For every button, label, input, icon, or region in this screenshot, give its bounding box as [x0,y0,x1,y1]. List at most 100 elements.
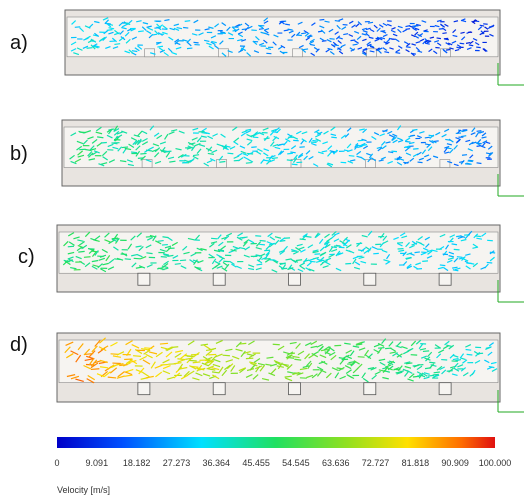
velocity-vector [427,351,433,358]
velocity-vector [206,159,213,164]
velocity-vector [255,36,260,41]
velocity-vector [243,254,250,258]
velocity-vector [258,27,264,30]
velocity-vector [308,268,315,272]
velocity-vector [145,375,154,379]
velocity-vector [349,47,355,51]
velocity-vector [382,376,389,380]
velocity-vector [396,137,403,141]
velocity-vector [67,251,75,255]
velocity-vector [328,28,334,33]
velocity-vector [74,158,82,163]
velocity-vector [371,136,377,141]
velocity-vector [107,376,117,379]
velocity-vector [246,140,253,146]
velocity-vector [259,243,265,246]
velocity-vector [330,126,336,131]
velocity-vector [233,247,241,251]
velocity-vector [88,23,94,29]
velocity-vector [127,19,133,25]
velocity-vector [444,145,450,149]
velocity-vector [91,345,98,353]
velocity-vector [328,346,335,352]
velocity-vector [257,362,265,366]
velocity-vector [481,136,487,139]
velocity-vector [382,22,388,27]
velocity-vector [388,341,394,347]
velocity-vector [453,367,460,372]
velocity-vector [257,148,263,153]
velocity-vector [147,27,154,31]
velocity-vector [233,137,240,143]
velocity-vector [484,26,489,30]
velocity-vector [303,257,308,264]
velocity-vector [242,153,249,157]
velocity-vector [381,249,388,253]
velocity-vector [308,40,315,45]
velocity-vector [113,135,119,142]
pocket [288,382,301,396]
velocity-vector [263,29,269,34]
velocity-vector [413,265,419,270]
velocity-vector [226,363,234,370]
velocity-vector [272,41,277,46]
velocity-vector [314,129,320,134]
velocity-vector [255,267,262,271]
velocity-vector [434,344,441,349]
velocity-vector [471,127,476,133]
velocity-vector [453,248,460,251]
velocity-vector [263,159,270,162]
velocity-vector [174,352,182,358]
velocity-vector [433,50,438,55]
velocity-vector [447,257,454,261]
velocity-vector [446,143,452,146]
velocity-vector [312,256,319,260]
velocity-vector [189,365,197,370]
velocity-vector [131,151,138,154]
velocity-vector [207,360,215,367]
velocity-vector [278,249,285,253]
velocity-vector [428,48,433,53]
pocket [137,382,151,396]
velocity-vector [480,145,486,149]
velocity-vector [380,30,386,32]
velocity-vector [285,377,293,382]
velocity-vector [345,249,352,253]
velocity-vector [303,29,309,34]
velocity-vector [196,136,202,143]
velocity-vector [349,350,355,357]
velocity-vector [76,246,83,252]
velocity-vector [194,266,201,271]
velocity-vector [354,144,359,150]
velocity-vector [77,154,85,158]
velocity-vector [436,353,442,359]
velocity-vector [360,247,366,252]
velocity-vector [67,245,75,248]
velocity-vector [338,18,344,22]
velocity-vector [422,40,427,45]
velocity-vector [218,257,224,263]
velocity-vector [136,20,142,23]
velocity-vector [287,28,293,31]
velocity-vector [317,131,323,135]
velocity-vector [352,43,358,46]
velocity-vector [460,238,467,242]
velocity-vector [152,143,160,147]
velocity-vector [97,136,104,139]
velocity-vector [299,262,306,267]
velocity-vector [211,367,220,371]
velocity-vector [247,158,254,163]
velocity-vector [436,365,443,371]
velocity-vector [388,134,394,138]
velocity-vector [253,131,259,136]
velocity-vector [227,152,234,155]
velocity-vector [324,348,331,355]
velocity-vector [246,133,253,138]
velocity-vector [91,138,98,144]
velocity-vector [321,40,327,42]
velocity-vector [237,232,243,237]
velocity-vector [237,31,243,35]
velocity-vector [231,263,237,268]
velocity-vector [422,350,430,353]
velocity-vector [261,256,268,261]
